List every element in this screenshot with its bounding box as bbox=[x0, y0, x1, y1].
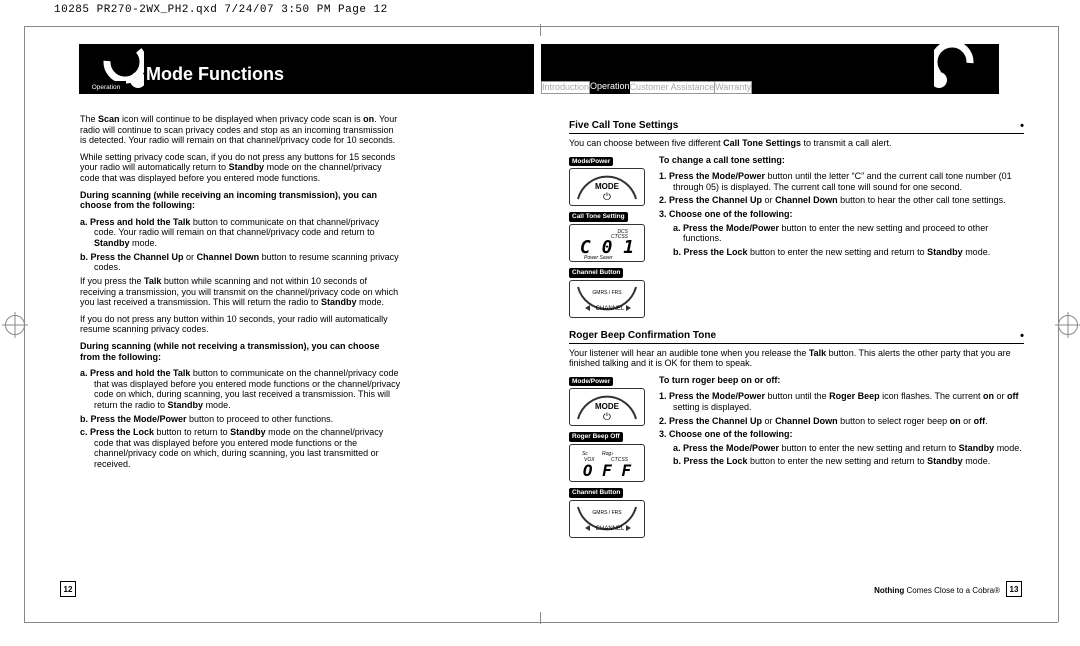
list-item: b. Press the Lock button to enter the ne… bbox=[659, 456, 1024, 467]
list-item: 3. Choose one of the following: bbox=[659, 429, 1024, 440]
list-item: 1. Press the Mode/Power button until the… bbox=[659, 391, 1024, 412]
body-text: The Scan icon will continue to be displa… bbox=[80, 114, 402, 146]
body-text: You can choose between five different Ca… bbox=[569, 138, 1024, 149]
diagram-column: Mode/Power MODE⏻ Roger Beep Off ScRog♪VO… bbox=[569, 375, 651, 542]
diagram-label: Roger Beep Off bbox=[569, 432, 623, 442]
crop-mark bbox=[24, 622, 1058, 623]
tab-customer-assistance: Customer Assistance bbox=[630, 81, 716, 94]
snake-logo-icon bbox=[934, 44, 999, 94]
svg-text:MODE: MODE bbox=[595, 182, 620, 191]
svg-text:CHANNEL: CHANNEL bbox=[596, 306, 625, 312]
sub-heading: To turn roger beep on or off: bbox=[659, 375, 1024, 386]
list-item: a. Press the Mode/Power button to enter … bbox=[659, 443, 1024, 454]
page: 10285 PR270-2WX_PH2.qxd 7/24/07 3:50 PM … bbox=[0, 0, 1080, 646]
svg-text:⏻: ⏻ bbox=[603, 192, 611, 203]
tab-operation: Operation bbox=[86, 81, 126, 94]
registration-mark-icon bbox=[5, 315, 25, 335]
list-item: c. Press the Lock button to return to St… bbox=[80, 427, 402, 469]
tab-warranty: Warranty bbox=[715, 81, 752, 94]
diagram-label: Channel Button bbox=[569, 268, 623, 278]
sub-heading: To change a call tone setting: bbox=[659, 155, 1024, 166]
sub-heading: During scanning (while receiving an inco… bbox=[80, 190, 402, 211]
diagram-label: Call Tone Setting bbox=[569, 212, 628, 222]
left-column: The Scan icon will continue to be displa… bbox=[80, 114, 402, 473]
instruction-block: Mode/Power MODE⏻ Roger Beep Off ScRog♪VO… bbox=[569, 375, 1024, 542]
section-title: Mode Functions bbox=[146, 64, 284, 85]
channel-button-icon: GMRS / FRS CHANNEL bbox=[569, 280, 645, 318]
left-page: Mode Functions Operation The Scan icon w… bbox=[24, 26, 541, 622]
svg-text:GMRS / FRS: GMRS / FRS bbox=[592, 510, 622, 516]
instruction-text: To turn roger beep on or off: 1. Press t… bbox=[659, 375, 1024, 542]
diagram-column: Mode/Power MODE⏻ Call Tone Setting DCSCT… bbox=[569, 155, 651, 322]
diagram-label: Mode/Power bbox=[569, 377, 613, 387]
instruction-block: Mode/Power MODE⏻ Call Tone Setting DCSCT… bbox=[569, 155, 1024, 322]
tab-operation: Operation bbox=[590, 81, 630, 94]
list-item: 2. Press the Channel Up or Channel Down … bbox=[659, 195, 1024, 206]
tab-introduction: Introduction bbox=[541, 81, 590, 94]
file-header: 10285 PR270-2WX_PH2.qxd 7/24/07 3:50 PM … bbox=[54, 4, 388, 16]
list-item: 2. Press the Channel Up or Channel Down … bbox=[659, 416, 1024, 427]
registration-mark-icon bbox=[1058, 315, 1078, 335]
spread: Mode Functions Operation The Scan icon w… bbox=[24, 26, 1058, 622]
mode-button-icon: MODE⏻ bbox=[569, 388, 645, 426]
list-item: a. Press and hold the Talk button to com… bbox=[80, 368, 402, 410]
list-item: a. Press the Mode/Power button to enter … bbox=[659, 223, 1024, 244]
page-number: 12 bbox=[60, 581, 76, 597]
page-number: 13 bbox=[1006, 581, 1022, 597]
instruction-text: To change a call tone setting: 1. Press … bbox=[659, 155, 1024, 322]
body-text: If you press the Talk button while scann… bbox=[80, 276, 402, 308]
section-header: Five Call Tone Settings bbox=[569, 120, 1024, 134]
diagram-label: Mode/Power bbox=[569, 157, 613, 167]
svg-text:GMRS / FRS: GMRS / FRS bbox=[592, 290, 622, 296]
list-item: a. Press and hold the Talk button to com… bbox=[80, 217, 402, 249]
body-text: If you do not press any button within 10… bbox=[80, 314, 402, 335]
tab-row: Introduction Operation Customer Assistan… bbox=[541, 81, 752, 94]
right-page: Introduction Operation Customer Assistan… bbox=[541, 26, 1058, 622]
list-item: b. Press the Lock button to enter the ne… bbox=[659, 247, 1024, 258]
svg-text:MODE: MODE bbox=[595, 402, 620, 411]
sub-heading: During scanning (while not receiving a t… bbox=[80, 341, 402, 362]
section-header: Roger Beep Confirmation Tone bbox=[569, 330, 1024, 344]
right-column: Five Call Tone Settings You can choose b… bbox=[569, 112, 1024, 542]
lcd-display-icon: DCSCTCSSC 0 1Power Saver bbox=[569, 224, 645, 262]
mode-button-icon: MODE⏻ bbox=[569, 168, 645, 206]
diagram-label: Channel Button bbox=[569, 488, 623, 498]
body-text: Your listener will hear an audible tone … bbox=[569, 348, 1024, 369]
list-item: b. Press the Mode/Power button to procee… bbox=[80, 414, 402, 425]
list-item: 3. Choose one of the following: bbox=[659, 209, 1024, 220]
list-item: b. Press the Channel Up or Channel Down … bbox=[80, 252, 402, 273]
svg-text:CHANNEL: CHANNEL bbox=[596, 526, 625, 532]
svg-text:O F F: O F F bbox=[583, 461, 632, 480]
lcd-display-icon: ScRog♪VOXCTCSSO F F bbox=[569, 444, 645, 482]
footer-slogan: Nothing Comes Close to a Cobra® bbox=[874, 586, 1000, 595]
body-text: While setting privacy code scan, if you … bbox=[80, 152, 402, 184]
svg-text:⏻: ⏻ bbox=[603, 412, 611, 423]
svg-text:Power Saver: Power Saver bbox=[584, 255, 613, 261]
list-item: 1. Press the Mode/Power button until the… bbox=[659, 171, 1024, 192]
channel-button-icon: GMRS / FRS CHANNEL bbox=[569, 500, 645, 538]
